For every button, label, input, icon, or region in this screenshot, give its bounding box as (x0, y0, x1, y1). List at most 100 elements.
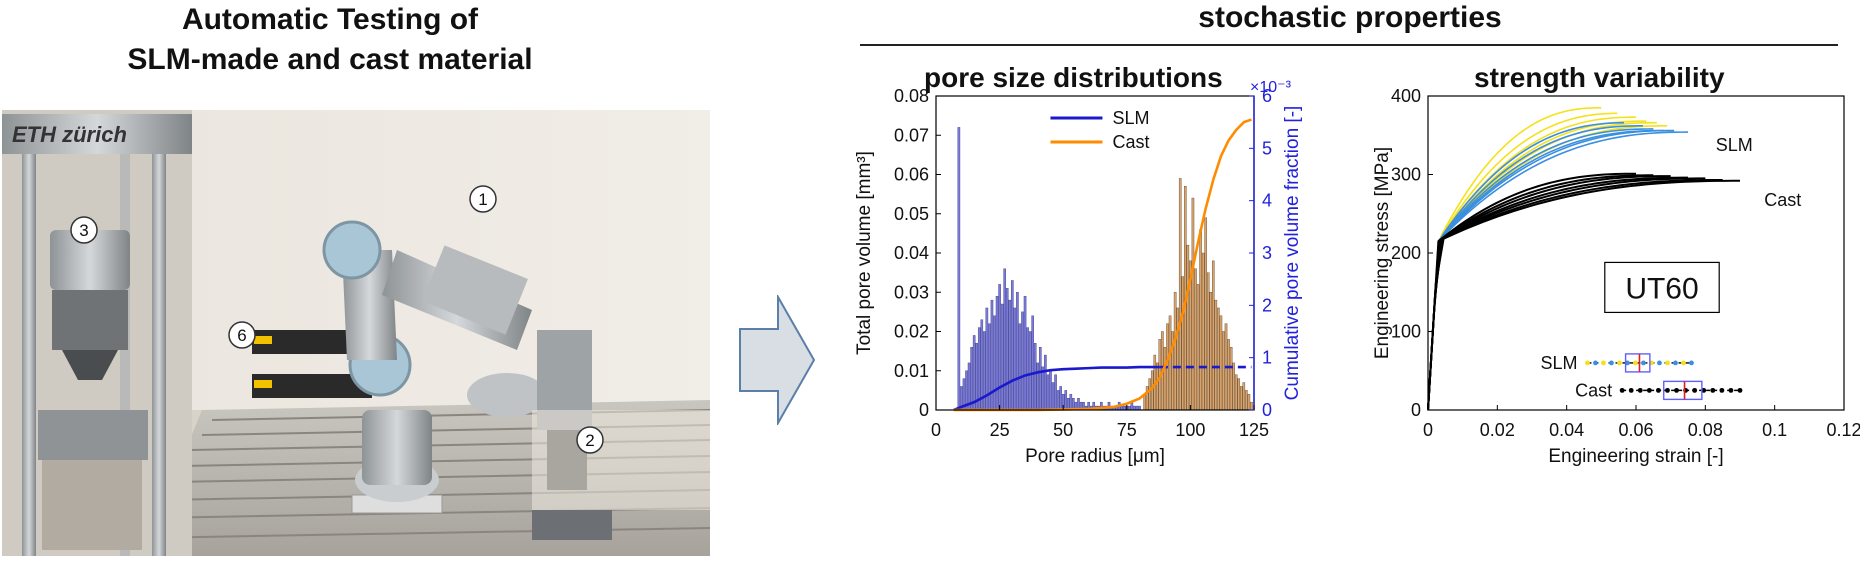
slm-stress-curve (1427, 131, 1689, 411)
cast-bar (1206, 272, 1210, 411)
cast-stress-curve (1427, 177, 1706, 411)
y2-tick-label: 4 (1262, 191, 1272, 211)
x-tick-label: 125 (1239, 420, 1269, 440)
slm-stress-curve (1427, 128, 1654, 411)
y2-multiplier: ×10⁻³ (1250, 79, 1292, 96)
y-tick-label: 0.07 (894, 125, 929, 145)
cast-bar (1168, 315, 1172, 411)
y2-tick-label: 5 (1262, 138, 1272, 158)
slm-cumulative-line (953, 365, 1160, 412)
cast-bar (1234, 374, 1238, 411)
cast-bar (1156, 362, 1159, 411)
cast-bar (1173, 292, 1177, 411)
cast-bar (1201, 252, 1205, 411)
slm-bar (1013, 307, 1017, 411)
svg-text:3: 3 (79, 221, 88, 240)
y2-tick-label: 6 (1262, 86, 1272, 106)
slm-bar (1003, 268, 1006, 411)
boxplot-point (1637, 387, 1643, 393)
y-axis-label: Total pore volume [mm³] (854, 151, 875, 355)
callout-2: 2 (576, 426, 604, 454)
chart2-title: strength variability (1474, 62, 1725, 93)
cast-bar (1199, 229, 1202, 411)
cast-stress-curve (1427, 176, 1689, 411)
slm-bar (1059, 386, 1062, 411)
boxplot-point (1633, 360, 1638, 366)
svg-text:6: 6 (237, 326, 246, 345)
slm-bar (1069, 394, 1073, 411)
slm-bar (972, 335, 976, 411)
cast-bar (1250, 401, 1253, 411)
x-tick-label: 0 (931, 420, 941, 440)
slm-bar (970, 347, 973, 411)
ut60-box (1604, 261, 1720, 314)
cast-stress-curve (1427, 178, 1723, 411)
robot-testing-illustration: ETH zürich 1 2 (2, 110, 710, 556)
x-tick-label: 75 (1117, 420, 1137, 440)
slm-bar (1046, 374, 1050, 411)
boxplot-point (1628, 387, 1634, 393)
cast-cumulative-line (953, 118, 1252, 412)
slm-bar (957, 127, 961, 411)
left-title: Automatic Testing of SLM-made and cast m… (0, 0, 660, 80)
robot-testing-photo: ETH zürich 1 2 (2, 110, 710, 556)
y-tick-label: 0.06 (894, 165, 929, 185)
cast-bar (1212, 260, 1215, 411)
legend-cast-label: Cast (1112, 132, 1149, 152)
right-arrow-icon (739, 293, 816, 427)
y-tick-label: 200 (1391, 243, 1421, 263)
slm-bar (1049, 370, 1052, 411)
cast-bar (1239, 386, 1243, 411)
boxplot-point (1674, 387, 1679, 393)
cast-bar (1150, 370, 1154, 411)
slm-bar (1000, 303, 1004, 411)
slm-bar (1033, 343, 1037, 411)
x-tick-label: 50 (1053, 420, 1073, 440)
legend-slm-label: SLM (1112, 108, 1149, 128)
strength-chart: 0 0.02 0.04 0.06 0.08 0.1 0.12 0 100 200 300 400 Eng… (1368, 76, 1860, 561)
slm-bar (1056, 390, 1060, 411)
cast-stress-curve (1427, 172, 1637, 411)
y-tick-label: 400 (1391, 86, 1421, 106)
slm-bar (1011, 280, 1014, 411)
x-tick-label: 0.12 (1826, 420, 1860, 440)
cast-bar (1217, 307, 1220, 411)
slm-bar (1008, 299, 1012, 411)
boxplot-label: SLM (1540, 353, 1577, 373)
cast-bar (1227, 339, 1230, 411)
slm-stress-curve (1427, 106, 1602, 411)
cast-bar (1219, 315, 1223, 411)
boxplot-point (1619, 387, 1625, 393)
boxplot-point (1617, 360, 1622, 366)
boxplot-point (1710, 387, 1716, 393)
cast-stress-curve (1427, 174, 1654, 411)
x-tick-label: 0.06 (1618, 420, 1653, 440)
slm-bar (1016, 292, 1019, 411)
x-tick-label: 0 (1423, 420, 1433, 440)
boxplot-point (1728, 387, 1734, 393)
boxplot-point (1689, 360, 1694, 366)
cast-bar (1196, 284, 1200, 411)
cast-bar (1143, 394, 1146, 411)
slm-bar (995, 295, 999, 411)
y-tick-label: 0.02 (894, 322, 929, 342)
slm-bar (1036, 362, 1040, 411)
boxplot-point (1681, 360, 1686, 366)
slm-bar (1041, 366, 1045, 411)
x-tick-label: 0.1 (1762, 420, 1787, 440)
slm-bar (1005, 288, 1009, 411)
x-tick-label: 0.08 (1688, 420, 1723, 440)
y-tick-label: 0.05 (894, 204, 929, 224)
slm-bar (1026, 327, 1029, 411)
y2-axis-label: Cumulative pore volume fraction [-] (1282, 106, 1303, 401)
boxplot-point (1692, 387, 1698, 393)
y-tick-label: 100 (1391, 322, 1421, 342)
slm-bar (1021, 311, 1024, 411)
cast-bar (1181, 276, 1185, 411)
slm-stress-curve (1427, 129, 1664, 411)
boxplot-point (1719, 387, 1725, 393)
cast-bar (1245, 390, 1248, 411)
boxplot-point (1593, 360, 1598, 366)
right-title: stochastic properties (1198, 1, 1502, 34)
annotation-slm: SLM (1716, 135, 1753, 155)
